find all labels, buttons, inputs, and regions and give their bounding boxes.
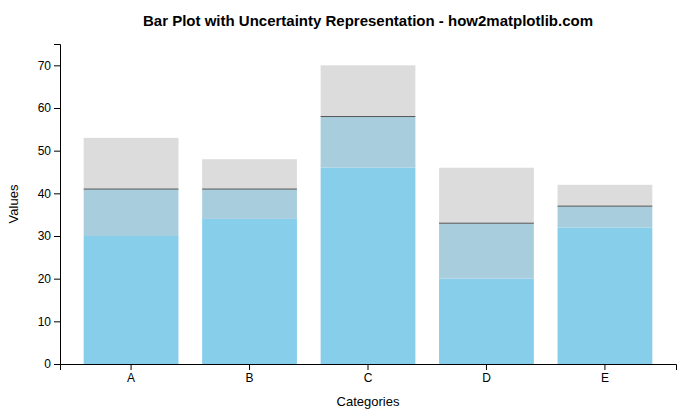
tick-label: 60 <box>38 101 52 115</box>
tick: 0 <box>44 357 60 371</box>
tick-mark <box>249 364 250 370</box>
tick: C <box>364 364 373 385</box>
tick-label: D <box>482 371 491 385</box>
y-axis: 0 10 20 30 40 50 60 70 <box>38 45 61 372</box>
tick-label: 40 <box>38 187 52 201</box>
tick-mark <box>54 321 60 322</box>
tick: 70 <box>38 59 60 73</box>
bar-segment <box>439 279 534 364</box>
bar-series <box>84 168 653 364</box>
tick-label: 10 <box>38 315 52 329</box>
tick-mark <box>604 364 605 370</box>
tick-label: 70 <box>38 59 52 73</box>
tick: E <box>601 364 609 385</box>
tick: D <box>482 364 491 385</box>
tick-label: 20 <box>38 272 52 286</box>
tick-mark <box>54 193 60 194</box>
tick-label: B <box>246 371 254 385</box>
tick-mark <box>486 364 487 370</box>
bars <box>84 65 653 364</box>
boundary-line <box>558 206 653 207</box>
bar-segment <box>84 236 179 364</box>
tick: 40 <box>38 187 60 201</box>
bar-segment <box>202 189 297 219</box>
bar-segment <box>321 65 416 116</box>
tick: A <box>127 364 135 385</box>
title: Bar Plot with Uncertainty Representation… <box>143 12 593 29</box>
y-axis-title: Values <box>6 184 21 223</box>
plot-area: A B C D E 0 10 20 30 40 50 60 70 <box>38 45 677 385</box>
tick: 50 <box>38 144 60 158</box>
axis-line <box>54 45 61 365</box>
tick-label: 0 <box>44 357 51 371</box>
tick-label: E <box>601 371 609 385</box>
bar-segment <box>202 219 297 364</box>
tick-label: A <box>127 371 135 385</box>
tick-mark <box>54 364 60 365</box>
boundary-line <box>202 189 297 190</box>
boundary-line <box>321 116 416 117</box>
tick-mark <box>368 364 369 370</box>
bar-segment <box>558 206 653 227</box>
tick-mark <box>54 65 60 66</box>
tick-mark <box>54 236 60 237</box>
tick-mark <box>54 108 60 109</box>
bar-series <box>84 117 653 279</box>
x-axis: A B C D E <box>61 364 677 385</box>
bar-segment <box>84 138 179 189</box>
bar-segment <box>321 168 416 364</box>
bar-series <box>84 65 653 223</box>
bar-segment <box>558 185 653 206</box>
tick: 30 <box>38 229 60 243</box>
chart: A B C D E 0 10 20 30 40 50 60 70 Bar Plot with Uncert… <box>0 0 700 420</box>
tick-label: 30 <box>38 229 52 243</box>
bar-segment <box>84 189 179 236</box>
tick: B <box>246 364 254 385</box>
x-axis-title: Categories <box>337 394 400 409</box>
bar-segment <box>439 168 534 223</box>
bar-segment <box>321 117 416 168</box>
boundary-line <box>439 223 534 224</box>
tick-mark <box>54 279 60 280</box>
bar-segment <box>558 227 653 364</box>
boundary-lines <box>84 117 653 224</box>
axis-line <box>61 365 677 371</box>
tick-mark <box>131 364 132 370</box>
tick-label: 50 <box>38 144 52 158</box>
tick: 10 <box>38 315 60 329</box>
tick: 60 <box>38 101 60 115</box>
bar-segment <box>202 159 297 189</box>
boundary-line <box>84 189 179 190</box>
bar-segment <box>439 223 534 278</box>
tick: 20 <box>38 272 60 286</box>
tick-mark <box>54 151 60 152</box>
tick-label: C <box>364 371 373 385</box>
